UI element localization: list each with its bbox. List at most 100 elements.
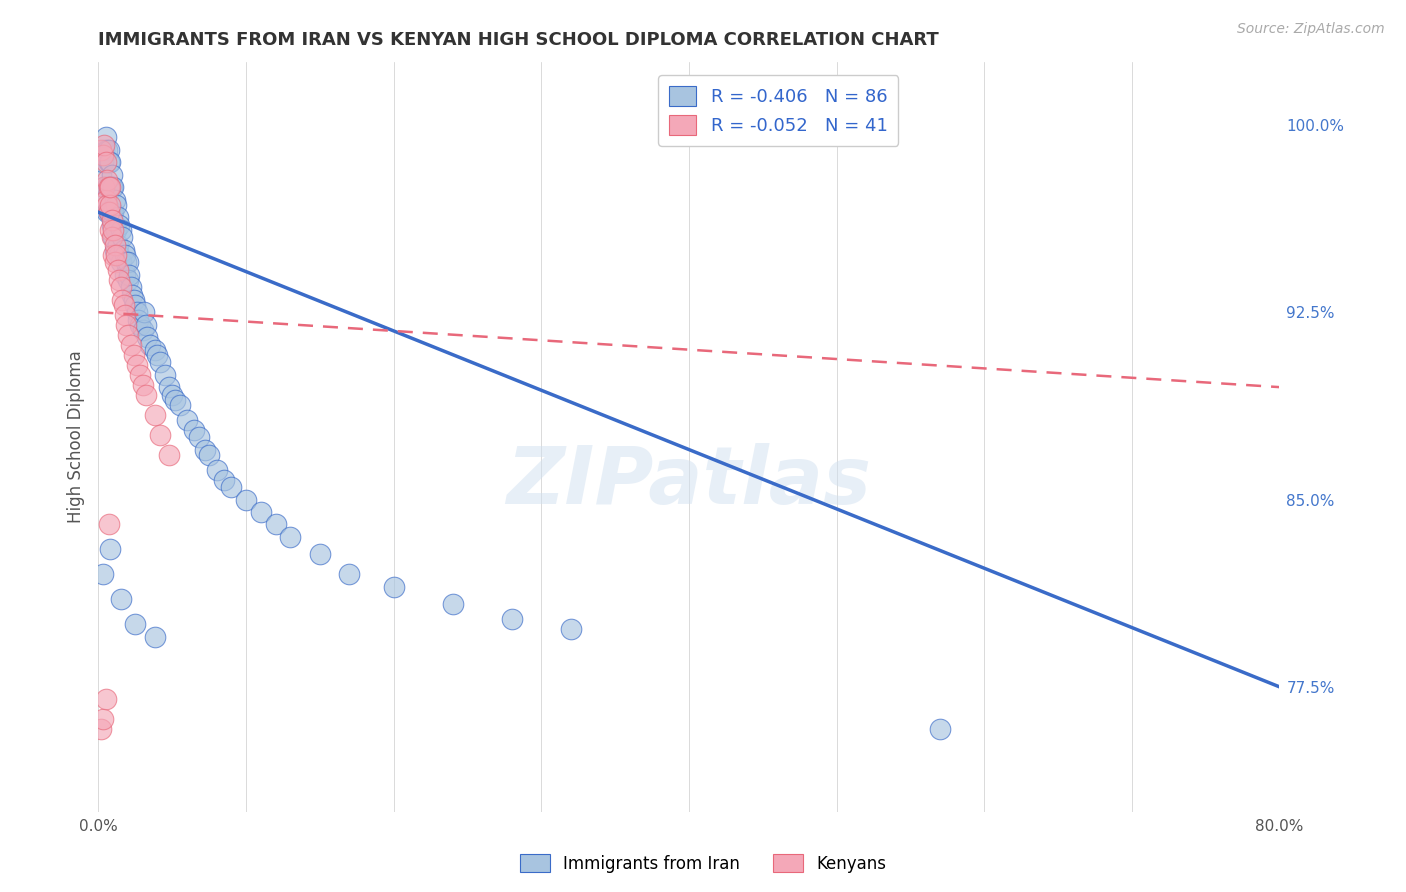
Point bbox=[90, 168, 112, 182]
Point bbox=[100, 168, 122, 182]
Point bbox=[125, 358, 148, 372]
Point bbox=[114, 308, 136, 322]
Point bbox=[98, 198, 121, 212]
Point bbox=[108, 273, 131, 287]
Point bbox=[183, 423, 205, 437]
Point bbox=[103, 205, 125, 219]
Text: IMMIGRANTS FROM IRAN VS KENYAN HIGH SCHOOL DIPLOMA CORRELATION CHART: IMMIGRANTS FROM IRAN VS KENYAN HIGH SCHO… bbox=[98, 31, 939, 49]
Point bbox=[94, 155, 117, 169]
Point bbox=[124, 298, 146, 312]
Point bbox=[128, 318, 150, 332]
Point bbox=[111, 293, 134, 307]
Point bbox=[157, 448, 180, 462]
Text: Source: ZipAtlas.com: Source: ZipAtlas.com bbox=[1237, 22, 1385, 37]
Point bbox=[143, 343, 166, 357]
Point bbox=[560, 623, 582, 637]
Point bbox=[128, 368, 150, 382]
Point bbox=[132, 377, 155, 392]
Point bbox=[91, 567, 114, 582]
Point bbox=[194, 442, 217, 457]
Point bbox=[107, 237, 129, 252]
Point bbox=[135, 318, 157, 332]
Point bbox=[118, 268, 141, 282]
Point bbox=[169, 398, 191, 412]
Point bbox=[250, 505, 273, 519]
Point bbox=[100, 205, 122, 219]
Point bbox=[157, 380, 180, 394]
Point bbox=[90, 143, 112, 157]
Point bbox=[103, 180, 125, 194]
Point bbox=[93, 180, 115, 194]
Point bbox=[98, 223, 121, 237]
Point bbox=[264, 517, 287, 532]
Point bbox=[112, 298, 135, 312]
Point bbox=[120, 280, 142, 294]
Point bbox=[117, 327, 139, 342]
Point bbox=[100, 180, 122, 194]
Point bbox=[111, 230, 134, 244]
Point bbox=[139, 337, 162, 351]
Point bbox=[97, 180, 120, 194]
Point bbox=[108, 248, 131, 262]
Text: ZIPatlas: ZIPatlas bbox=[506, 443, 872, 521]
Point bbox=[90, 723, 112, 737]
Point bbox=[153, 368, 176, 382]
Point bbox=[110, 223, 132, 237]
Point bbox=[114, 248, 136, 262]
Point bbox=[98, 180, 121, 194]
Point bbox=[125, 305, 148, 319]
Legend: Immigrants from Iran, Kenyans: Immigrants from Iran, Kenyans bbox=[513, 847, 893, 880]
Point bbox=[146, 348, 169, 362]
Point bbox=[100, 212, 122, 227]
Point bbox=[104, 255, 127, 269]
Point bbox=[176, 412, 198, 426]
Point bbox=[100, 230, 122, 244]
Point bbox=[104, 243, 127, 257]
Point bbox=[98, 155, 121, 169]
Point bbox=[96, 143, 118, 157]
Point bbox=[96, 198, 118, 212]
Y-axis label: High School Diploma: High School Diploma bbox=[66, 351, 84, 524]
Point bbox=[127, 312, 149, 326]
Point bbox=[105, 198, 128, 212]
Point bbox=[91, 148, 114, 162]
Point bbox=[94, 193, 117, 207]
Point bbox=[104, 218, 127, 232]
Point bbox=[94, 130, 117, 145]
Point bbox=[93, 137, 115, 152]
Point bbox=[104, 193, 127, 207]
Point bbox=[103, 248, 125, 262]
Legend: R = -0.406   N = 86, R = -0.052   N = 41: R = -0.406 N = 86, R = -0.052 N = 41 bbox=[658, 75, 898, 145]
Point bbox=[143, 630, 166, 644]
Point bbox=[98, 205, 121, 219]
Point bbox=[198, 448, 221, 462]
Point bbox=[122, 348, 145, 362]
Point bbox=[205, 462, 228, 476]
Point bbox=[110, 255, 132, 269]
Point bbox=[96, 205, 118, 219]
Point bbox=[105, 248, 128, 262]
Point bbox=[91, 712, 114, 726]
Point bbox=[221, 480, 243, 494]
Point bbox=[382, 580, 405, 594]
Point bbox=[121, 287, 143, 301]
Point bbox=[103, 223, 125, 237]
Point bbox=[132, 323, 155, 337]
Point bbox=[97, 517, 120, 532]
Point bbox=[107, 262, 129, 277]
Point bbox=[235, 492, 257, 507]
Point bbox=[98, 180, 121, 194]
Point bbox=[97, 180, 120, 194]
Point bbox=[162, 387, 183, 401]
Point bbox=[120, 337, 142, 351]
Point bbox=[97, 205, 120, 219]
Point bbox=[929, 723, 952, 737]
Point bbox=[103, 230, 125, 244]
Point bbox=[96, 180, 118, 194]
Point bbox=[105, 223, 128, 237]
Point bbox=[94, 692, 117, 706]
Point bbox=[97, 205, 120, 219]
Point bbox=[97, 155, 120, 169]
Point bbox=[93, 180, 115, 194]
Point bbox=[134, 305, 156, 319]
